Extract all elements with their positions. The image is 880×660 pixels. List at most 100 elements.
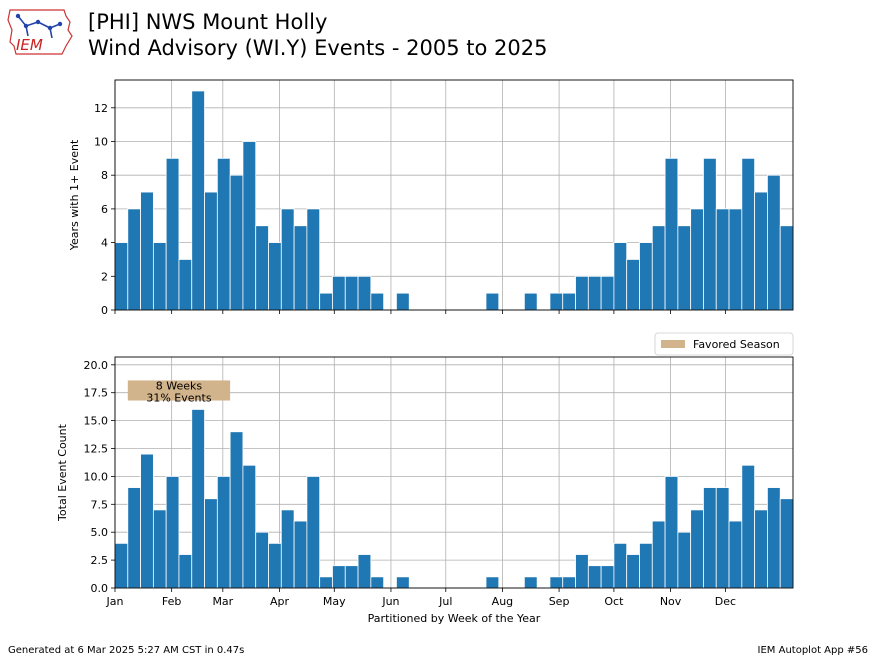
x-tick-label: Oct [604, 595, 624, 608]
bar [140, 453, 154, 589]
bar [767, 487, 781, 589]
x-tick-label: Nov [660, 595, 682, 608]
legend-label: Favored Season [693, 338, 780, 351]
bar [332, 565, 346, 589]
bar [587, 565, 602, 589]
bar [600, 565, 615, 589]
bar [639, 542, 653, 589]
bar [626, 259, 640, 311]
bar [651, 225, 666, 311]
legend-box [654, 332, 794, 356]
x-axis-label: Partitioned by Week of the Year [368, 612, 541, 625]
bar [664, 157, 679, 311]
y-tick-label: 2 [101, 270, 108, 283]
y-tick-label: 17.5 [84, 387, 109, 400]
bar [562, 576, 576, 589]
y-tick-label: 6 [101, 203, 108, 216]
bar [613, 242, 628, 311]
bar [204, 498, 218, 589]
title-line-1: [PHI] NWS Mount Holly [88, 10, 328, 34]
season-weeks-label: 8 Weeks [156, 379, 203, 392]
y-tick-label: 12 [94, 102, 108, 115]
bar [268, 542, 282, 589]
bar [293, 520, 308, 589]
bar [549, 576, 564, 589]
bar [651, 520, 666, 589]
y-axis-label: Total Event Count [56, 423, 69, 522]
bar [319, 576, 333, 589]
y-tick-label: 4 [101, 237, 108, 250]
bar [152, 509, 167, 589]
x-tick-label: Feb [162, 595, 181, 608]
bar [523, 292, 538, 311]
bar [255, 531, 269, 589]
y-tick-label: 7.5 [91, 498, 109, 511]
y-tick-label: 10 [94, 136, 108, 149]
bar [114, 542, 129, 589]
y-tick-label: 10.0 [84, 470, 109, 483]
bar [549, 292, 564, 311]
bar [165, 476, 180, 589]
bar [664, 476, 679, 589]
bar [779, 498, 794, 589]
bar [703, 487, 717, 589]
bar [178, 554, 193, 589]
x-tick-label: Jun [381, 595, 399, 608]
bar [587, 275, 602, 311]
bar [293, 225, 308, 311]
logo-text: IEM [16, 36, 43, 54]
bar [779, 225, 794, 311]
bar [306, 208, 321, 311]
bar [703, 157, 717, 311]
bar [178, 259, 193, 311]
legend-swatch [661, 340, 685, 348]
bar [191, 409, 205, 589]
bar [357, 554, 372, 589]
bar [767, 174, 781, 311]
bar [728, 520, 743, 589]
bar [562, 292, 576, 311]
bar [165, 157, 180, 311]
y-tick-label: 20.0 [84, 359, 109, 372]
bar [715, 208, 730, 311]
bar [485, 576, 500, 589]
bar [754, 191, 768, 311]
bar [242, 141, 257, 311]
bar [396, 576, 410, 589]
bar [690, 509, 704, 589]
bar [754, 509, 768, 589]
bar [600, 275, 615, 311]
x-tick-label: Sep [549, 595, 570, 608]
bar [242, 464, 257, 589]
bar [204, 191, 218, 311]
page-title: [PHI] NWS Mount Holly Wind Advisory (WI.… [88, 9, 547, 61]
y-axis-label: Years with 1+ Event [68, 139, 81, 251]
bar [741, 157, 756, 311]
bar [741, 464, 756, 589]
bar [728, 208, 743, 311]
y-tick-label: 2.5 [91, 554, 109, 567]
bar [715, 487, 730, 589]
y-tick-label: 15.0 [84, 415, 109, 428]
bar [332, 275, 346, 311]
bar [613, 542, 628, 589]
axes-frame [114, 79, 794, 311]
y-tick-label: 8 [101, 169, 108, 182]
bar [229, 431, 244, 589]
y-tick-label: 12.5 [84, 443, 109, 456]
season-events-label: 31% Events [146, 391, 211, 404]
bar [575, 554, 589, 589]
bar [280, 208, 295, 311]
bar [344, 275, 359, 311]
bar [152, 242, 167, 311]
bar [485, 292, 500, 311]
bar [690, 208, 704, 311]
bar [229, 174, 244, 311]
y-tick-label: 0.0 [91, 582, 109, 595]
iem-logo: IEM [7, 9, 73, 55]
bar [216, 476, 231, 589]
bar [370, 576, 385, 589]
bar [370, 292, 385, 311]
generated-footer: Generated at 6 Mar 2025 5:27 AM CST in 0… [8, 645, 245, 656]
